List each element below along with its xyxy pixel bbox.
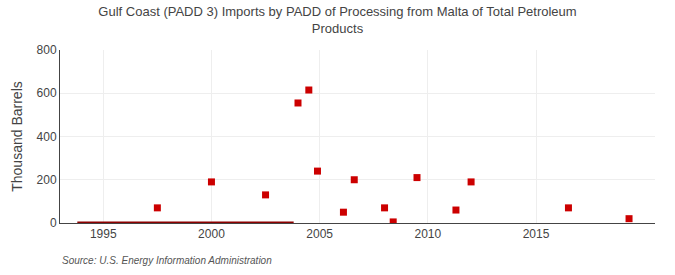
svg-text:800: 800: [37, 43, 57, 57]
svg-text:0: 0: [50, 216, 57, 230]
svg-text:2010: 2010: [414, 227, 441, 241]
svg-text:Thousand Barrels: Thousand Barrels: [9, 81, 25, 192]
svg-text:Gulf Coast (PADD 3) Imports by: Gulf Coast (PADD 3) Imports by PADD of P…: [98, 4, 576, 36]
svg-text:400: 400: [37, 130, 57, 144]
svg-text:2005: 2005: [306, 227, 333, 241]
svg-text:2000: 2000: [198, 227, 225, 241]
svg-text:2015: 2015: [523, 227, 550, 241]
svg-text:600: 600: [37, 86, 57, 100]
svg-text:Source: U.S. Energy Informatio: Source: U.S. Energy Information Administ…: [62, 255, 272, 266]
svg-text:200: 200: [37, 173, 57, 187]
svg-text:1995: 1995: [90, 227, 117, 241]
